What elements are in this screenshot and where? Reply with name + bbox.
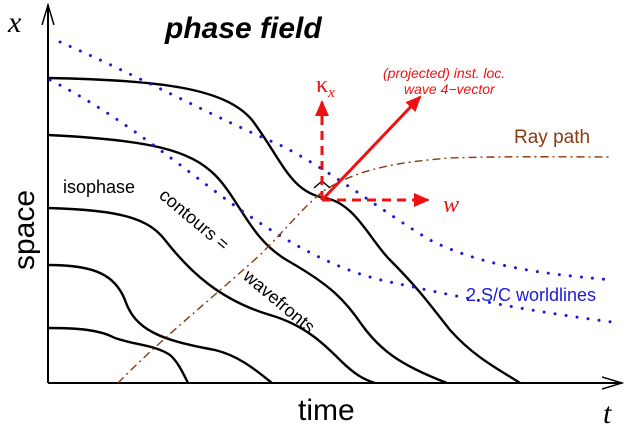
- kappa-symbol: κ: [316, 72, 328, 98]
- ray-path-curve: [117, 156, 613, 384]
- ray-path-label: Ray path: [514, 127, 590, 148]
- kappa-subscript: x: [327, 85, 335, 101]
- wave-vector-label-2: wave 4−vector: [404, 81, 496, 97]
- isophase-label-1: isophase: [63, 177, 135, 197]
- wavefront-3: [47, 206, 376, 385]
- worldline-2: [48, 78, 614, 324]
- diagram-title: phase field: [164, 12, 322, 45]
- kappa-x-label: κx: [316, 72, 335, 101]
- omega-label: w: [443, 192, 459, 218]
- wave-vector-label-1: (projected) inst. loc.: [383, 65, 505, 81]
- worldline-1: [58, 40, 614, 282]
- axis-symbol-t: t: [603, 397, 612, 430]
- wave-vector-arrow: [320, 95, 422, 202]
- wavefront-2: [47, 133, 448, 385]
- axis-label-space: space: [8, 190, 41, 270]
- wavefront-5: [47, 326, 190, 384]
- wavefront-4: [47, 263, 273, 384]
- wavefront-1: [47, 76, 521, 385]
- worldlines-label: 2 S/C worldlines: [466, 285, 596, 305]
- wavefronts-group: [47, 76, 521, 385]
- axis-symbol-x: x: [7, 6, 22, 39]
- worldlines-group: [48, 40, 614, 324]
- axis-label-time: time: [298, 394, 355, 427]
- isophase-label-3: wavefronts: [239, 265, 319, 337]
